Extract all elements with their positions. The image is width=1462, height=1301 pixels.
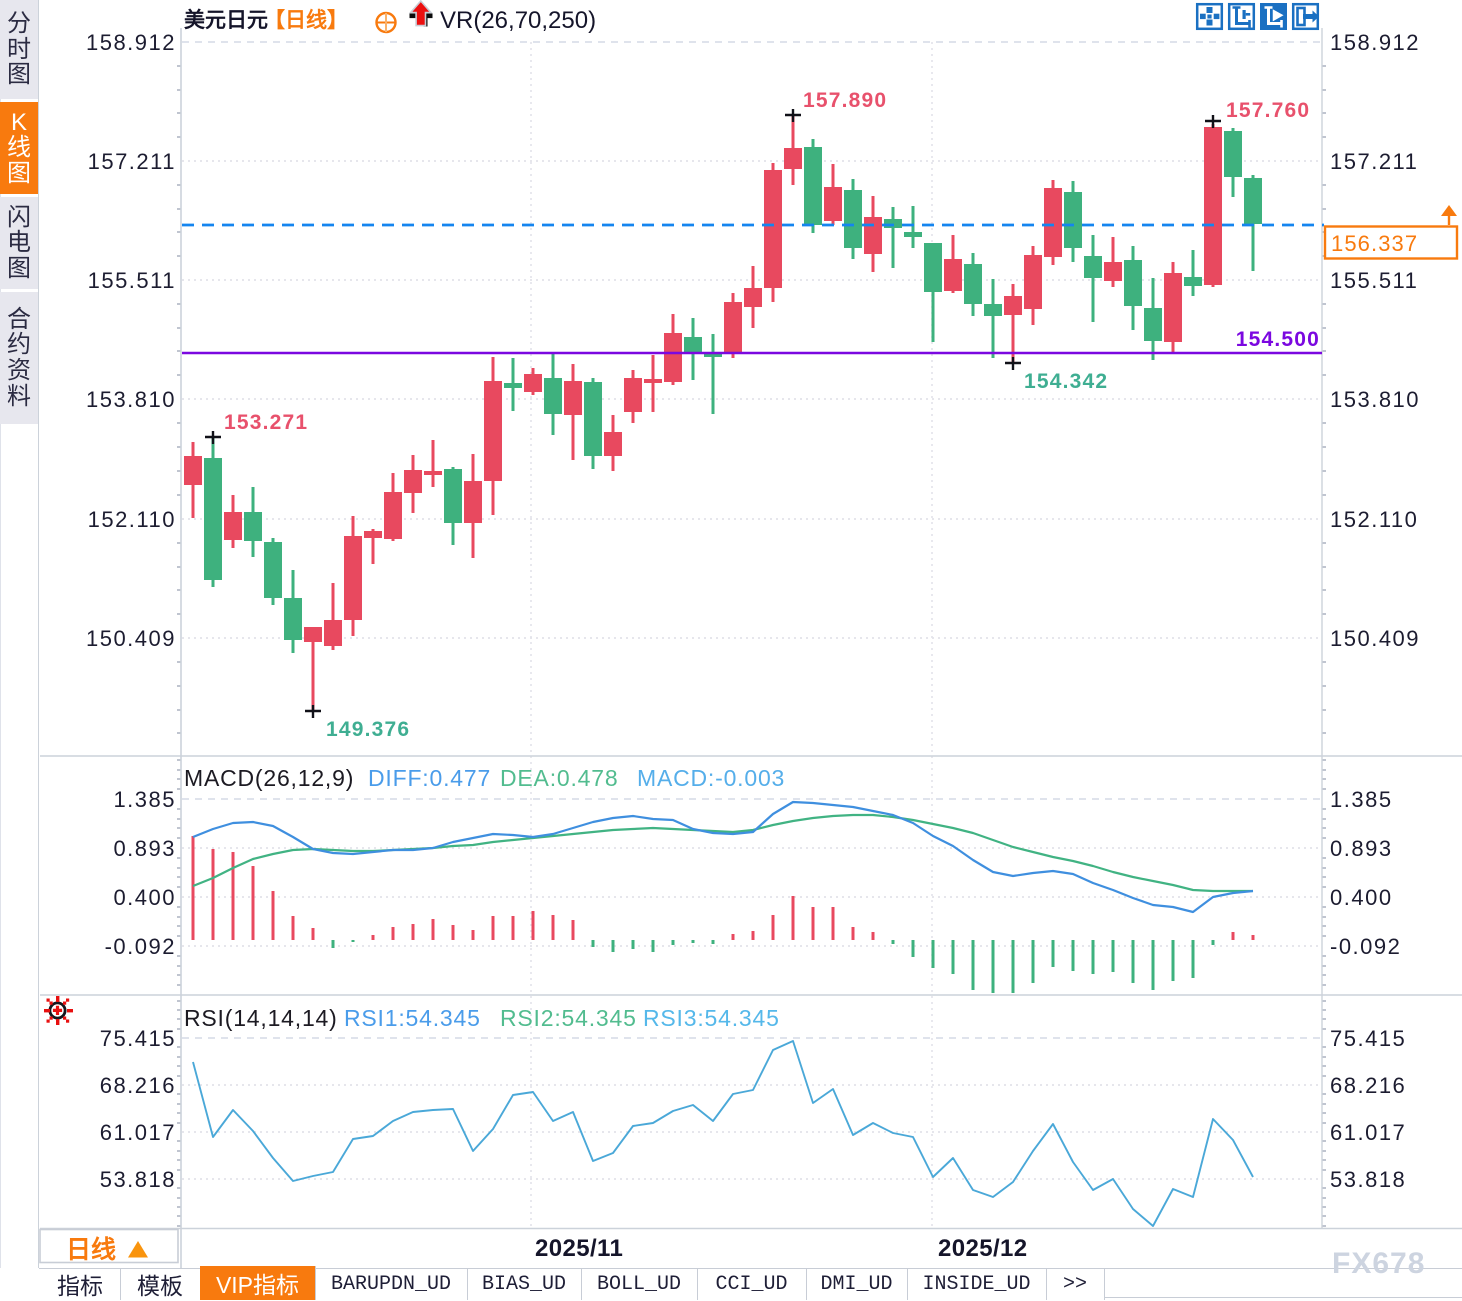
- svg-text:2025/12: 2025/12: [938, 1235, 1028, 1262]
- svg-text:0.400: 0.400: [113, 885, 176, 910]
- svg-text:157.890: 157.890: [803, 89, 887, 112]
- svg-text:157.760: 157.760: [1226, 99, 1310, 122]
- svg-text:53.818: 53.818: [1330, 1167, 1406, 1192]
- svg-text:RSI2:54.345: RSI2:54.345: [500, 1005, 637, 1031]
- svg-text:68.216: 68.216: [100, 1073, 176, 1098]
- svg-text:61.017: 61.017: [1330, 1120, 1406, 1145]
- svg-text:150.409: 150.409: [1330, 626, 1420, 651]
- svg-text:150.409: 150.409: [86, 626, 176, 651]
- svg-text:【日线】: 【日线】: [264, 8, 348, 32]
- svg-text:155.511: 155.511: [1330, 268, 1418, 293]
- svg-text:-0.092: -0.092: [1330, 934, 1401, 959]
- svg-text:-0.092: -0.092: [105, 934, 176, 959]
- svg-text:1.385: 1.385: [1330, 787, 1393, 812]
- svg-text:MACD:-0.003: MACD:-0.003: [637, 765, 785, 791]
- svg-text:RSI1:54.345: RSI1:54.345: [344, 1005, 481, 1031]
- svg-text:日线: 日线: [66, 1235, 116, 1264]
- svg-text:2025/11: 2025/11: [535, 1235, 623, 1262]
- svg-text:152.110: 152.110: [1330, 507, 1418, 532]
- svg-text:154.500: 154.500: [1236, 328, 1320, 351]
- svg-text:75.415: 75.415: [1330, 1026, 1406, 1051]
- svg-text:149.376: 149.376: [326, 718, 410, 741]
- svg-text:0.893: 0.893: [1330, 836, 1393, 861]
- svg-text:0.893: 0.893: [113, 836, 176, 861]
- svg-text:DIFF:0.477: DIFF:0.477: [368, 765, 491, 791]
- svg-text:158.912: 158.912: [1330, 30, 1420, 55]
- svg-text:美元日元: 美元日元: [184, 8, 268, 32]
- svg-text:61.017: 61.017: [100, 1120, 176, 1145]
- svg-text:RSI3:54.345: RSI3:54.345: [643, 1005, 780, 1031]
- svg-text:154.342: 154.342: [1024, 370, 1108, 393]
- svg-text:157.211: 157.211: [1330, 149, 1418, 174]
- svg-text:157.211: 157.211: [88, 149, 176, 174]
- svg-text:155.511: 155.511: [88, 268, 176, 293]
- svg-text:RSI(14,14,14): RSI(14,14,14): [184, 1005, 338, 1031]
- svg-text:53.818: 53.818: [100, 1167, 176, 1192]
- svg-text:152.110: 152.110: [88, 507, 176, 532]
- svg-text:0.400: 0.400: [1330, 885, 1393, 910]
- svg-text:MACD(26,12,9): MACD(26,12,9): [184, 765, 354, 791]
- svg-text:153.271: 153.271: [224, 411, 308, 434]
- svg-text:156.337: 156.337: [1331, 231, 1418, 256]
- svg-text:153.810: 153.810: [86, 387, 176, 412]
- svg-text:VR(26,70,250): VR(26,70,250): [440, 7, 596, 34]
- svg-text:153.810: 153.810: [1330, 387, 1420, 412]
- svg-text:158.912: 158.912: [86, 30, 176, 55]
- svg-text:DEA:0.478: DEA:0.478: [500, 765, 618, 791]
- svg-text:1.385: 1.385: [113, 787, 176, 812]
- svg-text:68.216: 68.216: [1330, 1073, 1406, 1098]
- svg-text:75.415: 75.415: [100, 1026, 176, 1051]
